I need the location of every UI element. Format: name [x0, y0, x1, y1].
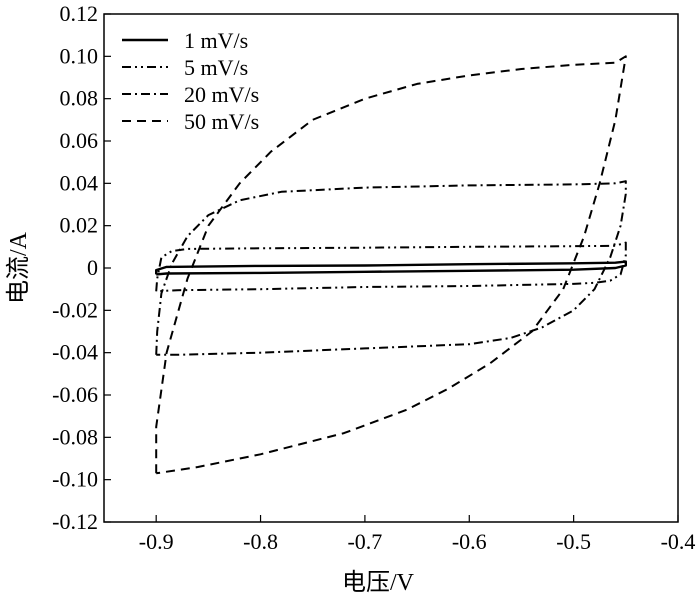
y-tick-label: 0 — [87, 255, 98, 280]
y-tick-label: 0.08 — [60, 86, 99, 111]
series-line-4 — [155, 55, 627, 475]
y-tick-label: 0.10 — [60, 43, 99, 68]
y-axis-title: 电流/A — [5, 231, 32, 304]
y-tick-label: 0.06 — [60, 128, 99, 153]
y-tick-label: 0.12 — [60, 1, 99, 26]
y-tick-label: -0.04 — [52, 340, 98, 365]
y-tick-label: 0.04 — [60, 170, 99, 195]
y-tick-label: -0.06 — [52, 382, 98, 407]
y-tick-label: -0.12 — [52, 509, 98, 534]
legend-label-3: 20 mV/s — [184, 82, 259, 107]
legend-label-2: 5 mV/s — [184, 55, 248, 80]
x-axis-title: 电压/V — [342, 569, 415, 596]
x-tick-label: -0.5 — [556, 529, 591, 554]
series-layer — [155, 55, 627, 475]
x-tick-label: -0.6 — [452, 529, 487, 554]
x-axis-ticks: -0.9 -0.8 -0.7 -0.6 -0.5 -0.4 — [139, 515, 696, 554]
x-tick-label: -0.8 — [243, 529, 278, 554]
series-line-1 — [155, 260, 627, 276]
y-axis-ticks: 0.12 0.10 0.08 0.06 0.04 0.02 0 -0.02 -0.04 -0.06… — [52, 1, 111, 534]
y-tick-label: 0.02 — [60, 213, 99, 238]
x-tick-label: -0.7 — [347, 529, 382, 554]
y-tick-label: -0.02 — [52, 297, 98, 322]
x-tick-label: -0.4 — [661, 529, 696, 554]
y-tick-label: -0.08 — [52, 424, 98, 449]
legend: 1 mV/s5 mV/s20 mV/s50 mV/s — [122, 28, 259, 134]
legend-label-4: 50 mV/s — [184, 109, 259, 134]
series-line-3 — [155, 180, 627, 356]
legend-label-1: 1 mV/s — [184, 28, 248, 53]
series-line-2 — [155, 241, 627, 293]
y-tick-label: -0.10 — [52, 467, 98, 492]
x-tick-label: -0.9 — [139, 529, 174, 554]
